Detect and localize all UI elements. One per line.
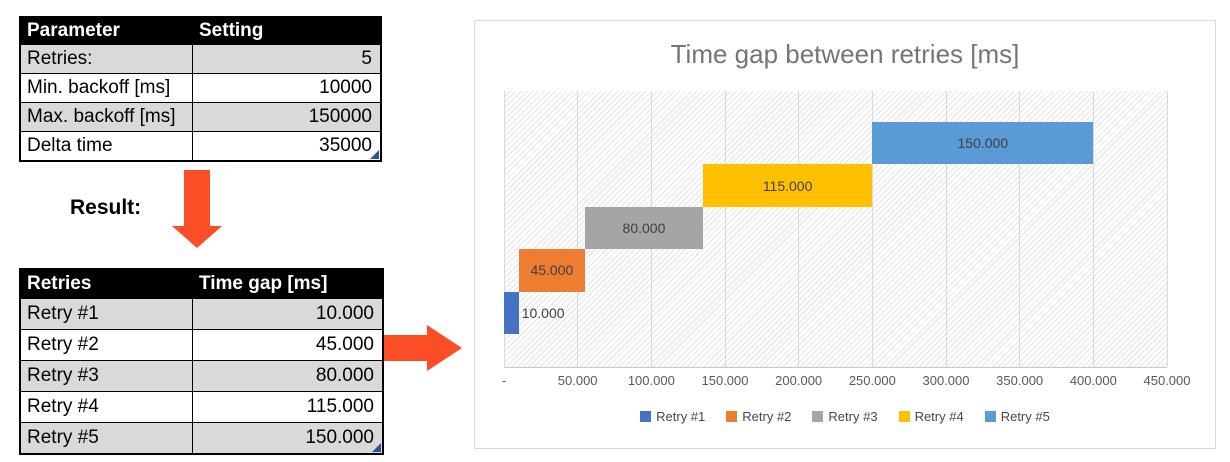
cell-retries-value[interactable]: 5 — [192, 44, 382, 74]
bar-data-label: 45.000 — [530, 262, 574, 279]
cell-delta-time-label[interactable]: Delta time — [19, 131, 193, 162]
right-arrow-icon[interactable] — [384, 325, 462, 371]
gridline — [577, 91, 579, 367]
right-arrow-head — [427, 325, 462, 371]
legend-item-retry-4[interactable]: Retry #4 — [898, 409, 964, 424]
table-row: Delta time 35000 — [19, 131, 382, 162]
legend-swatch-icon — [984, 411, 996, 422]
table-row: Retry #5 150.000 — [19, 422, 384, 455]
header-cell-setting[interactable]: Setting — [192, 16, 382, 45]
legend-item-retry-1[interactable]: Retry #1 — [640, 409, 705, 424]
cell-retry3-value[interactable]: 80.000 — [192, 360, 384, 392]
table-row: Max. backoff [ms] 150000 — [19, 102, 382, 132]
down-arrow-shaft — [184, 170, 210, 226]
legend-item-retry-3[interactable]: Retry #3 — [812, 409, 878, 424]
x-axis-tick-label: 250.000 — [848, 373, 896, 388]
bar-data-label: 80.000 — [622, 219, 666, 236]
cell-retry3-label[interactable]: Retry #3 — [19, 360, 193, 392]
x-axis-tick-label: 400.000 — [1069, 373, 1117, 388]
legend-label: Retry #1 — [656, 409, 706, 424]
legend-swatch-icon — [640, 411, 652, 422]
header-cell-parameter[interactable]: Parameter — [19, 16, 193, 45]
x-axis-tick-label: 150.000 — [701, 373, 749, 388]
table-row: Retries: 5 — [19, 44, 382, 74]
x-axis-tick-label: 100.000 — [627, 373, 675, 388]
bar-retry-4[interactable]: 115.000 — [702, 164, 873, 207]
legend-swatch-icon — [898, 411, 910, 422]
down-arrow-icon[interactable] — [172, 170, 222, 248]
x-axis-tick-label: 50.000 — [557, 373, 598, 388]
legend-label: Retry #5 — [1000, 409, 1050, 424]
cell-retry2-label[interactable]: Retry #2 — [19, 329, 193, 361]
gridline — [945, 91, 947, 367]
table-row: Retry #1 10.000 — [19, 298, 384, 330]
legend-item-retry-5[interactable]: Retry #5 — [984, 409, 1050, 424]
x-axis-tick-label: - — [501, 373, 507, 388]
result-label: Result: — [70, 196, 142, 219]
cell-retries-label[interactable]: Retries: — [19, 44, 193, 74]
x-axis-tick-label: 450.000 — [1143, 373, 1191, 388]
chart-container[interactable]: Time gap between retries [ms] 10.000 45.0… — [474, 20, 1216, 449]
legend-swatch-icon — [812, 411, 824, 422]
cell-retry5-value[interactable]: 150.000 — [192, 422, 384, 455]
legend-label: Retry #2 — [742, 409, 792, 424]
x-axis-tick-label: 300.000 — [922, 373, 970, 388]
table-corner-marker-icon — [372, 443, 381, 452]
gridline — [1166, 91, 1168, 367]
legend-label: Retry #3 — [828, 409, 878, 424]
legend-label: Retry #4 — [914, 409, 964, 424]
x-axis[interactable]: - 50.000 100.000 150.000 200.000 250.000 300.0… — [502, 373, 1191, 391]
cell-retry4-value[interactable]: 115.000 — [192, 391, 384, 423]
table-header-row: Retries Time gap [ms] — [19, 268, 384, 299]
table-header-row: Parameter Setting — [19, 16, 382, 45]
gridline — [798, 91, 800, 367]
cell-retry4-label[interactable]: Retry #4 — [19, 391, 193, 423]
cell-max-backoff-label[interactable]: Max. backoff [ms] — [19, 102, 193, 132]
cell-retry2-value[interactable]: 45.000 — [192, 329, 384, 361]
table-row: Retry #4 115.000 — [19, 391, 384, 423]
plot-area[interactable]: 10.000 45.000 80.000 115.000 150.000 — [503, 91, 1168, 368]
legend-swatch-icon — [726, 411, 738, 422]
table-row: Retry #2 45.000 — [19, 329, 384, 361]
bar-data-label: 115.000 — [762, 177, 813, 194]
result-table: Retries Time gap [ms] Retry #1 10.000 Re… — [19, 268, 384, 455]
cell-retry5-label[interactable]: Retry #5 — [19, 422, 193, 455]
bar-data-label: 10.000 — [521, 304, 565, 321]
down-arrow-head — [172, 226, 222, 248]
right-arrow-shaft — [384, 335, 427, 361]
chart-legend[interactable]: Retry #1 Retry #2 Retry #3 Retry #4 Retry #5 — [475, 409, 1215, 424]
chart-title[interactable]: Time gap between retries [ms] — [670, 39, 1020, 69]
parameters-table: Parameter Setting Retries: 5 Min. backof… — [19, 16, 382, 162]
gridline — [724, 91, 726, 367]
gridline — [503, 91, 505, 367]
bar-retry-1[interactable] — [504, 291, 519, 334]
bar-retry-2[interactable]: 45.000 — [518, 249, 586, 292]
gridline — [1019, 91, 1021, 367]
table-row: Retry #3 80.000 — [19, 360, 384, 392]
header-cell-time-gap[interactable]: Time gap [ms] — [192, 268, 384, 299]
gridline — [1092, 91, 1094, 367]
bar-retry-5[interactable]: 150.000 — [872, 122, 1094, 165]
cell-max-backoff-value[interactable]: 150000 — [192, 102, 382, 132]
table-corner-marker-icon — [370, 150, 379, 159]
legend-item-retry-2[interactable]: Retry #2 — [726, 409, 791, 424]
cell-min-backoff-value[interactable]: 10000 — [192, 73, 382, 103]
header-cell-retries[interactable]: Retries — [19, 268, 193, 299]
table-row: Min. backoff [ms] 10000 — [19, 73, 382, 103]
cell-min-backoff-label[interactable]: Min. backoff [ms] — [19, 73, 193, 103]
cell-retry1-value[interactable]: 10.000 — [192, 298, 384, 330]
x-axis-tick-label: 200.000 — [775, 373, 823, 388]
bar-retry-3[interactable]: 80.000 — [585, 206, 703, 250]
cell-delta-time-value[interactable]: 35000 — [192, 131, 382, 162]
x-axis-tick-label: 350.000 — [996, 373, 1044, 388]
cell-retry1-label[interactable]: Retry #1 — [19, 298, 193, 330]
bar-data-label: 150.000 — [957, 135, 1009, 152]
gridline — [871, 91, 873, 367]
